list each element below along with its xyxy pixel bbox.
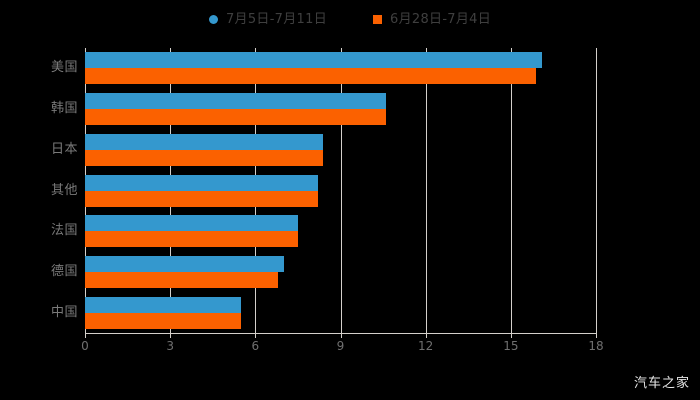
x-tick-mark (255, 333, 257, 338)
x-tick-label: 3 (166, 339, 174, 353)
category-axis: 美国韩国日本其他法国德国中国 (0, 48, 78, 333)
chart-legend: 7月5日-7月11日 6月28日-7月4日 (0, 8, 700, 30)
x-tick-label: 15 (503, 339, 519, 353)
legend-item-0[interactable]: 7月5日-7月11日 (208, 11, 327, 27)
gridline (510, 48, 512, 333)
gridline (425, 48, 427, 333)
x-tick-label: 18 (588, 339, 604, 353)
x-tick-label: 0 (81, 339, 89, 353)
bar[interactable] (85, 149, 324, 166)
bar[interactable] (85, 109, 386, 126)
bar[interactable] (85, 174, 318, 191)
bar[interactable] (85, 215, 298, 232)
bar[interactable] (85, 133, 324, 150)
bar[interactable] (85, 231, 298, 248)
legend-label-0: 7月5日-7月11日 (225, 11, 327, 27)
category-label: 日本 (50, 141, 78, 157)
bar[interactable] (85, 296, 242, 313)
category-label: 中国 (50, 304, 78, 320)
bar[interactable] (85, 190, 318, 207)
x-tick-mark (510, 333, 512, 338)
bar[interactable] (85, 93, 386, 110)
value-axis: 0 3 6 9 12 15 18 (81, 333, 604, 359)
x-tick-mark (170, 333, 172, 338)
bar[interactable] (85, 68, 537, 85)
x-tick-label: 6 (251, 339, 260, 353)
x-tick-label: 9 (336, 339, 345, 353)
x-tick-label: 12 (418, 339, 434, 353)
category-label: 法国 (50, 223, 78, 239)
bar[interactable] (85, 271, 279, 288)
x-tick-mark (340, 333, 342, 338)
legend-circle-icon (208, 14, 218, 24)
bar[interactable] (85, 52, 543, 69)
category-label: 其他 (50, 182, 78, 198)
legend-square-icon (373, 14, 382, 24)
gridline (340, 48, 342, 333)
bar[interactable] (85, 255, 284, 272)
x-tick-mark (596, 333, 597, 338)
x-tick-mark (425, 333, 427, 338)
legend-item-1[interactable]: 6月28日-7月4日 (373, 13, 491, 26)
bar[interactable] (85, 312, 242, 329)
category-label: 德国 (50, 263, 78, 279)
legend-label-1: 6月28日-7月4日 (390, 11, 492, 27)
category-label: 韩国 (50, 101, 78, 117)
gridline (596, 48, 597, 333)
category-label: 美国 (50, 60, 78, 76)
x-tick-mark (85, 333, 86, 338)
plot-area (85, 48, 597, 333)
watermark: 汽车之家 (633, 376, 690, 391)
